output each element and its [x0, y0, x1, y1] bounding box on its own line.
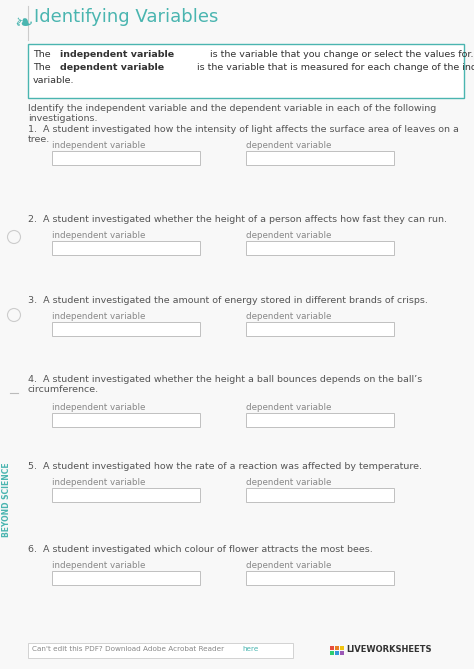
Text: The: The [33, 50, 54, 59]
Text: dependent variable: dependent variable [246, 403, 331, 412]
FancyBboxPatch shape [340, 651, 344, 655]
Text: The: The [33, 63, 54, 72]
FancyBboxPatch shape [28, 44, 464, 98]
Text: BEYOND SCIENCE: BEYOND SCIENCE [2, 463, 11, 537]
Text: 5.  A student investigated how the rate of a reaction was affected by temperatur: 5. A student investigated how the rate o… [28, 462, 422, 471]
FancyBboxPatch shape [52, 488, 200, 502]
FancyBboxPatch shape [246, 322, 394, 336]
Text: LIVEWORKSHEETS: LIVEWORKSHEETS [346, 645, 431, 654]
Text: independent variable: independent variable [52, 478, 146, 487]
Text: dependent variable: dependent variable [60, 63, 164, 72]
FancyBboxPatch shape [246, 151, 394, 165]
FancyBboxPatch shape [340, 646, 344, 650]
Text: 4.  A student investigated whether the height a ball bounces depends on the ball: 4. A student investigated whether the he… [28, 375, 422, 395]
FancyBboxPatch shape [246, 413, 394, 427]
Text: independent variable: independent variable [52, 141, 146, 150]
Text: independent variable: independent variable [52, 231, 146, 240]
FancyBboxPatch shape [330, 646, 334, 650]
Text: dependent variable: dependent variable [246, 312, 331, 321]
Text: dependent variable: dependent variable [246, 231, 331, 240]
Text: variable.: variable. [33, 76, 74, 85]
Text: Identifying Variables: Identifying Variables [34, 8, 219, 26]
FancyBboxPatch shape [335, 651, 339, 655]
Text: independent variable: independent variable [52, 561, 146, 570]
Text: 2.  A student investigated whether the height of a person affects how fast they : 2. A student investigated whether the he… [28, 215, 447, 224]
FancyBboxPatch shape [52, 413, 200, 427]
FancyBboxPatch shape [246, 241, 394, 255]
Text: 6.  A student investigated which colour of flower attracts the most bees.: 6. A student investigated which colour o… [28, 545, 373, 554]
FancyBboxPatch shape [246, 571, 394, 585]
Text: Can't edit this PDF? Download Adobe Acrobat Reader: Can't edit this PDF? Download Adobe Acro… [32, 646, 227, 652]
Text: dependent variable: dependent variable [246, 561, 331, 570]
FancyBboxPatch shape [330, 651, 334, 655]
Text: 3.  A student investigated the amount of energy stored in different brands of cr: 3. A student investigated the amount of … [28, 296, 428, 305]
FancyBboxPatch shape [52, 571, 200, 585]
FancyBboxPatch shape [246, 488, 394, 502]
Text: ❧: ❧ [14, 14, 33, 34]
Text: here: here [242, 646, 258, 652]
Text: 1.  A student investigated how the intensity of light affects the surface area o: 1. A student investigated how the intens… [28, 125, 459, 145]
FancyBboxPatch shape [52, 151, 200, 165]
Text: independent variable: independent variable [52, 403, 146, 412]
FancyBboxPatch shape [52, 322, 200, 336]
Text: dependent variable: dependent variable [246, 141, 331, 150]
FancyBboxPatch shape [335, 646, 339, 650]
Text: is the variable that you change or select the values for.: is the variable that you change or selec… [207, 50, 474, 59]
FancyBboxPatch shape [52, 241, 200, 255]
Text: independent variable: independent variable [60, 50, 174, 59]
Text: is the variable that is measured for each change of the independent: is the variable that is measured for eac… [194, 63, 474, 72]
Text: Identify the independent variable and the dependent variable in each of the foll: Identify the independent variable and th… [28, 104, 436, 123]
FancyBboxPatch shape [28, 643, 293, 658]
Text: independent variable: independent variable [52, 312, 146, 321]
Text: dependent variable: dependent variable [246, 478, 331, 487]
